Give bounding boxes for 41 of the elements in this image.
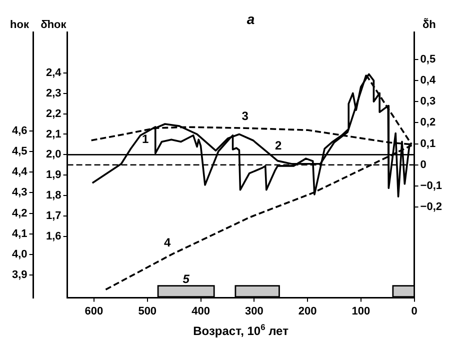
x-tick-label: 300	[244, 305, 264, 318]
y3-tick-label: 1,7	[46, 210, 62, 222]
y-tick-label: 4,0	[12, 248, 28, 261]
x-tick-label: 100	[352, 305, 370, 318]
y3-tick-label: 2,1	[46, 128, 62, 140]
y-tick-label: 4,6	[12, 124, 28, 137]
series-label: 3	[242, 109, 249, 124]
x-tick-label: 0	[411, 305, 418, 318]
y3-tick-label: 1,6	[46, 230, 62, 242]
y2-tick-label: 0	[420, 158, 426, 171]
y3-tick-label: 1,8	[46, 190, 62, 202]
series-label: 4	[164, 236, 172, 250]
y2-tick-label: 0,5	[420, 53, 436, 66]
y-tick-label: 3,9	[12, 269, 28, 282]
y2-tick-label: 0,3	[420, 96, 436, 108]
y2-tick-label: −0,1	[420, 180, 442, 192]
x-tick-label: 200	[298, 305, 317, 318]
y3-tick-label: 2,3	[46, 87, 62, 100]
x-tick-label: 400	[192, 305, 210, 318]
chart-title: а	[246, 11, 255, 27]
series-label: 1	[142, 132, 150, 146]
band-label: 5	[182, 272, 190, 286]
y-tick-label: 4,5	[12, 146, 28, 158]
y3-axis-title: δ̄hок	[40, 19, 67, 31]
y2-tick-label: 0,2	[420, 116, 436, 129]
y-tick-label: 4,3	[12, 186, 28, 199]
y2-tick-label: 0,1	[420, 138, 436, 150]
x-tick-label: 500	[138, 305, 157, 318]
y3-tick-label: 2,2	[46, 108, 62, 120]
y3-tick-label: 2,4	[46, 66, 62, 79]
y2-tick-label: 0,4	[420, 74, 436, 87]
y3-tick-label: 2,0	[46, 148, 62, 161]
y-tick-label: 4,2	[12, 207, 28, 220]
y-axis-title: hок	[10, 19, 30, 31]
y3-tick-label: 1,9	[46, 169, 62, 182]
x-tick-label: 600	[84, 305, 104, 318]
y-tick-label: 4,1	[12, 228, 28, 240]
y2-axis-title: δ̃h	[422, 18, 436, 31]
series-label: 2	[275, 138, 282, 153]
y2-tick-label: −0,2	[420, 201, 442, 214]
y-tick-label: 4,4	[12, 166, 28, 178]
